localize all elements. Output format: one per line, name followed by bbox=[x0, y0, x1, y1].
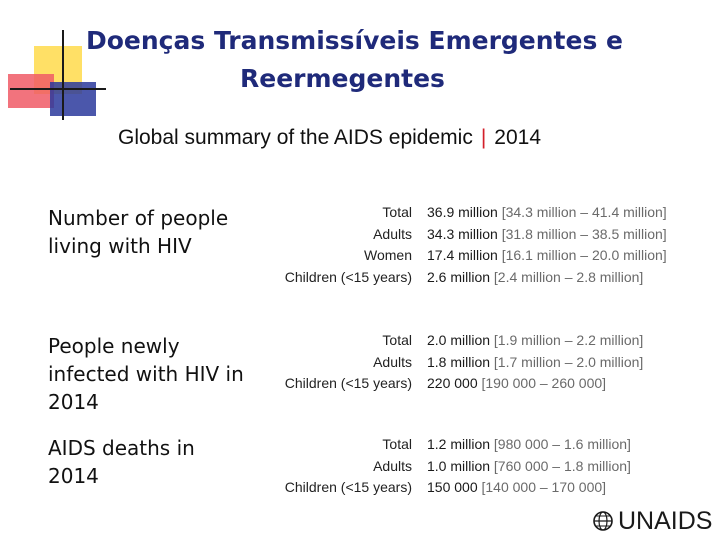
red-square-shape bbox=[8, 74, 54, 108]
value-row: 17.4 million [16.1 million – 20.0 millio… bbox=[427, 245, 717, 267]
category-label: Women bbox=[364, 247, 412, 263]
decorative-corner-graphic bbox=[0, 0, 110, 130]
subtitle-separator: | bbox=[480, 126, 487, 149]
title-line-2: Reermegentes bbox=[240, 64, 445, 93]
category-column: Total Adults Women Children (<15 years) bbox=[250, 202, 412, 288]
value-estimate: 34.3 million bbox=[427, 225, 498, 242]
value-row: 1.0 million [760 000 – 1.8 million] bbox=[427, 456, 717, 478]
value-range: [760 000 – 1.8 million] bbox=[493, 457, 631, 474]
value-row: 1.2 million [980 000 – 1.6 million] bbox=[427, 434, 717, 456]
title-line-1: Doenças Transmissíveis Emergentes e bbox=[86, 26, 623, 55]
category-label: Total bbox=[382, 436, 412, 452]
vertical-rule bbox=[62, 30, 64, 120]
value-estimate: 36.9 million bbox=[427, 204, 498, 220]
value-row: 1.8 million [1.7 million – 2.0 million] bbox=[427, 352, 717, 374]
value-range: [34.3 million – 41.4 million] bbox=[501, 204, 667, 220]
value-row: 2.0 million [1.9 million – 2.2 million] bbox=[427, 330, 717, 352]
value-range: [2.4 million – 2.8 million] bbox=[493, 268, 644, 285]
value-estimate: 1.0 million bbox=[427, 457, 491, 474]
value-estimate: 220 000 bbox=[427, 375, 478, 391]
category-label: Total bbox=[382, 204, 412, 220]
blue-square-shape bbox=[50, 82, 96, 116]
category-label: Adults bbox=[373, 225, 412, 242]
value-range: [16.1 million – 20.0 million] bbox=[501, 247, 667, 263]
category-label: Children (<15 years) bbox=[284, 268, 412, 285]
category-label: Total bbox=[382, 332, 412, 348]
category-label: Children (<15 years) bbox=[284, 479, 412, 495]
category-label: Adults bbox=[373, 457, 412, 474]
category-label: Children (<15 years) bbox=[284, 375, 412, 391]
table-subtitle: Global summary of the AIDS epidemic | 2014 bbox=[118, 126, 541, 150]
value-estimate: 17.4 million bbox=[427, 247, 498, 263]
category-column: Total Adults Children (<15 years) bbox=[250, 434, 412, 499]
section-label: Number of people living with HIV bbox=[48, 206, 229, 258]
category-column: Total Adults Children (<15 years) bbox=[250, 330, 412, 395]
value-estimate: 1.8 million bbox=[427, 353, 491, 370]
value-range: [31.8 million – 38.5 million] bbox=[501, 225, 667, 242]
value-row: 34.3 million [31.8 million – 38.5 millio… bbox=[427, 224, 717, 246]
value-column: 1.2 million [980 000 – 1.6 million] 1.0 … bbox=[427, 434, 717, 499]
value-range: [980 000 – 1.6 million] bbox=[493, 436, 631, 452]
value-range: [190 000 – 260 000] bbox=[481, 375, 607, 391]
value-estimate: 2.6 million bbox=[427, 268, 491, 285]
horizontal-rule bbox=[10, 88, 106, 90]
un-globe-icon bbox=[593, 511, 613, 531]
value-column: 2.0 million [1.9 million – 2.2 million] … bbox=[427, 330, 717, 395]
value-estimate: 1.2 million bbox=[427, 436, 491, 452]
value-range: [1.9 million – 2.2 million] bbox=[493, 332, 644, 348]
value-range: [140 000 – 170 000] bbox=[481, 479, 607, 495]
value-row: 220 000 [190 000 – 260 000] bbox=[427, 373, 717, 395]
value-row: 150 000 [140 000 – 170 000] bbox=[427, 477, 717, 499]
unaids-logo: UNAIDS bbox=[592, 506, 712, 536]
subtitle-text: Global summary of the AIDS epidemic bbox=[118, 126, 473, 149]
subtitle-year: 2014 bbox=[494, 126, 542, 149]
value-row: 2.6 million [2.4 million – 2.8 million] bbox=[427, 267, 717, 289]
value-range: [1.7 million – 2.0 million] bbox=[493, 353, 644, 370]
slide-title: Doenças Transmissíveis Emergentes e Reer… bbox=[86, 22, 706, 98]
value-estimate: 2.0 million bbox=[427, 332, 491, 348]
section-label: People newly infected with HIV in 2014 bbox=[48, 334, 244, 414]
value-estimate: 150 000 bbox=[427, 479, 478, 495]
section-label: AIDS deaths in 2014 bbox=[48, 436, 195, 488]
category-label: Adults bbox=[373, 353, 412, 370]
value-row: 36.9 million [34.3 million – 41.4 millio… bbox=[427, 202, 717, 224]
value-column: 36.9 million [34.3 million – 41.4 millio… bbox=[427, 202, 717, 288]
logo-text: UNAIDS bbox=[618, 506, 713, 535]
